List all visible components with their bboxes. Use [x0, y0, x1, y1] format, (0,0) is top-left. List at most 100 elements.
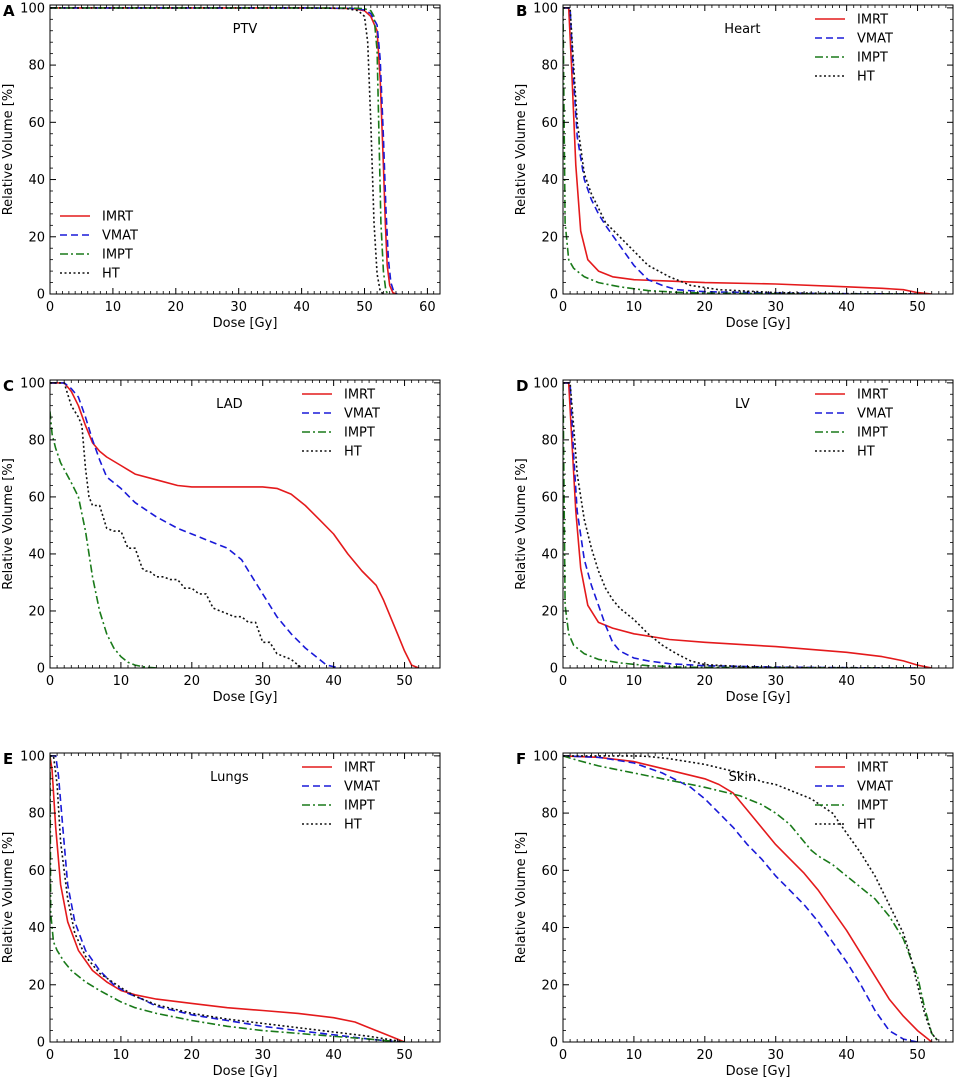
x-tick-label: 50: [356, 300, 373, 315]
legend-label-imrt: IMRT: [857, 13, 888, 28]
series-line-ht: [50, 7, 384, 294]
panel-letter: E: [3, 750, 13, 768]
y-axis-label: Relative Volume [%]: [1, 458, 16, 590]
legend: IMRT VMAT IMPT HT: [302, 761, 380, 833]
y-tick-label: 80: [541, 59, 558, 74]
panel-letter: C: [3, 377, 14, 395]
y-tick-label: 40: [541, 173, 558, 188]
panel-letter: A: [3, 2, 15, 20]
x-tick-label: 20: [697, 674, 714, 689]
legend-label-vmat: VMAT: [857, 32, 893, 47]
legend: IMRT VMAT IMPT HT: [815, 761, 893, 833]
series-line-vmat: [563, 7, 918, 294]
legend-label-vmat: VMAT: [344, 407, 380, 422]
x-tick-label: 50: [909, 674, 926, 689]
x-tick-label: 30: [767, 674, 784, 689]
y-axis-label: Relative Volume [%]: [514, 84, 529, 216]
legend: IMRT VMAT IMPT HT: [302, 388, 380, 460]
legend: IMRT VMAT IMPT HT: [815, 388, 893, 460]
legend-label-imrt: IMRT: [857, 388, 888, 403]
x-tick-label: 40: [838, 300, 855, 315]
y-tick-label: 100: [20, 1, 45, 16]
x-axis-label: Dose [Gy]: [726, 316, 791, 331]
legend-label-imrt: IMRT: [344, 388, 375, 403]
x-tick-label: 50: [396, 674, 413, 689]
series-line-vmat: [563, 755, 918, 1042]
legend-label-imrt: IMRT: [857, 761, 888, 776]
x-axis-label: Dose [Gy]: [213, 690, 278, 705]
series-line-impt: [50, 7, 390, 294]
legend-label-vmat: VMAT: [344, 780, 380, 795]
y-tick-label: 60: [541, 864, 558, 879]
series-line-imrt: [563, 7, 932, 294]
legend-label-vmat: VMAT: [102, 229, 138, 244]
y-tick-label: 0: [550, 662, 558, 677]
y-axis-label: Relative Volume [%]: [1, 84, 16, 216]
x-tick-label: 30: [230, 300, 247, 315]
y-tick-label: 80: [28, 433, 45, 448]
legend-label-impt: IMPT: [102, 248, 133, 263]
series-line-impt: [563, 755, 940, 1042]
x-tick-label: 30: [767, 1048, 784, 1063]
y-tick-label: 40: [541, 547, 558, 562]
chart-title: Skin: [729, 770, 757, 785]
x-tick-label: 0: [46, 1048, 54, 1063]
y-axis-label: Relative Volume [%]: [514, 832, 529, 964]
series-line-vmat: [50, 382, 341, 668]
legend-label-vmat: VMAT: [857, 407, 893, 422]
series-line-vmat: [563, 382, 918, 668]
series-line-imrt: [50, 755, 405, 1042]
legend-label-imrt: IMRT: [344, 761, 375, 776]
x-tick-label: 20: [168, 300, 185, 315]
chart-title: PTV: [233, 22, 258, 37]
y-tick-label: 20: [541, 978, 558, 993]
y-axis-label: Relative Volume [%]: [1, 832, 16, 964]
x-tick-label: 40: [838, 674, 855, 689]
legend-label-ht: HT: [344, 818, 362, 833]
y-tick-label: 100: [20, 749, 45, 764]
series-line-impt: [50, 755, 405, 1042]
legend-label-ht: HT: [102, 267, 120, 282]
x-tick-label: 0: [559, 674, 567, 689]
legend-label-ht: HT: [857, 70, 875, 85]
x-tick-label: 60: [419, 300, 436, 315]
y-tick-label: 20: [28, 978, 45, 993]
chart-title: LAD: [216, 397, 242, 412]
chart-title: Heart: [724, 22, 760, 37]
y-tick-label: 40: [28, 173, 45, 188]
chart-panel-lad: 0 10 20 30 40 50 0 20 40 60 80 100 Dose [Gy] Relative…: [1, 376, 441, 705]
x-tick-label: 0: [559, 1048, 567, 1063]
x-tick-label: 10: [626, 300, 643, 315]
legend-label-ht: HT: [857, 445, 875, 460]
panel-letter: F: [516, 750, 526, 768]
plot-frame: [49, 379, 441, 669]
y-tick-label: 60: [28, 116, 45, 131]
x-tick-label: 20: [697, 300, 714, 315]
x-tick-label: 30: [767, 300, 784, 315]
x-tick-label: 50: [909, 300, 926, 315]
chart-title: Lungs: [210, 770, 249, 785]
x-axis-label: Dose [Gy]: [726, 1064, 791, 1077]
y-tick-label: 80: [541, 807, 558, 822]
x-tick-label: 30: [254, 1048, 271, 1063]
legend-label-impt: IMPT: [344, 426, 375, 441]
y-tick-label: 100: [533, 376, 558, 391]
x-tick-label: 20: [184, 1048, 201, 1063]
y-tick-label: 20: [28, 230, 45, 245]
x-axis-label: Dose [Gy]: [213, 316, 278, 331]
chart-panel-skin: 0 10 20 30 40 50 0 20 40 60 80 100 Dose [Gy] Relative…: [514, 749, 954, 1077]
series-line-imrt: [50, 382, 420, 668]
x-tick-label: 30: [254, 674, 271, 689]
y-tick-label: 60: [28, 864, 45, 879]
x-tick-label: 50: [396, 1048, 413, 1063]
plot-frame: [562, 752, 954, 1043]
y-tick-label: 40: [28, 921, 45, 936]
plot-frame: [562, 379, 954, 669]
x-tick-label: 10: [113, 674, 130, 689]
y-tick-label: 0: [37, 662, 45, 677]
y-tick-label: 40: [28, 547, 45, 562]
y-tick-label: 40: [541, 921, 558, 936]
y-tick-label: 20: [541, 230, 558, 245]
x-tick-label: 10: [626, 674, 643, 689]
